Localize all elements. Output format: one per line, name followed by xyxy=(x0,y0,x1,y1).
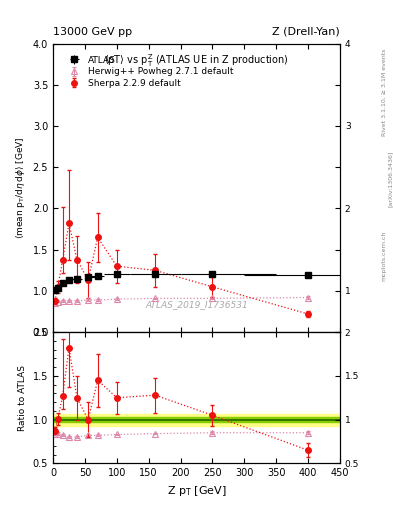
Y-axis label: $\langle$mean p$_\mathrm{T}$/d$\eta\,\mathrm{d}\phi\rangle$ [GeV]: $\langle$mean p$_\mathrm{T}$/d$\eta\,\ma… xyxy=(14,137,27,239)
Y-axis label: Ratio to ATLAS: Ratio to ATLAS xyxy=(18,365,27,431)
Legend: ATLAS, Herwig++ Powheg 2.7.1 default, Sherpa 2.2.9 default: ATLAS, Herwig++ Powheg 2.7.1 default, Sh… xyxy=(63,54,235,90)
Text: [arXiv:1306.3436]: [arXiv:1306.3436] xyxy=(387,151,392,207)
Bar xyxy=(53,414,340,426)
Bar xyxy=(53,417,340,422)
Text: $\langle$pT$\rangle$ vs p$_\mathrm{T}^\mathrm{Z}$ (ATLAS UE in Z production): $\langle$pT$\rangle$ vs p$_\mathrm{T}^\m… xyxy=(104,52,289,69)
Text: ATLAS_2019_I1736531: ATLAS_2019_I1736531 xyxy=(145,300,248,309)
Text: Z (Drell-Yan): Z (Drell-Yan) xyxy=(272,27,340,37)
Text: Rivet 3.1.10, ≥ 3.1M events: Rivet 3.1.10, ≥ 3.1M events xyxy=(382,49,387,136)
Text: 13000 GeV pp: 13000 GeV pp xyxy=(53,27,132,37)
Text: mcplots.cern.ch: mcplots.cern.ch xyxy=(382,231,387,281)
X-axis label: Z p$_\mathrm{T}$ [GeV]: Z p$_\mathrm{T}$ [GeV] xyxy=(167,484,226,498)
